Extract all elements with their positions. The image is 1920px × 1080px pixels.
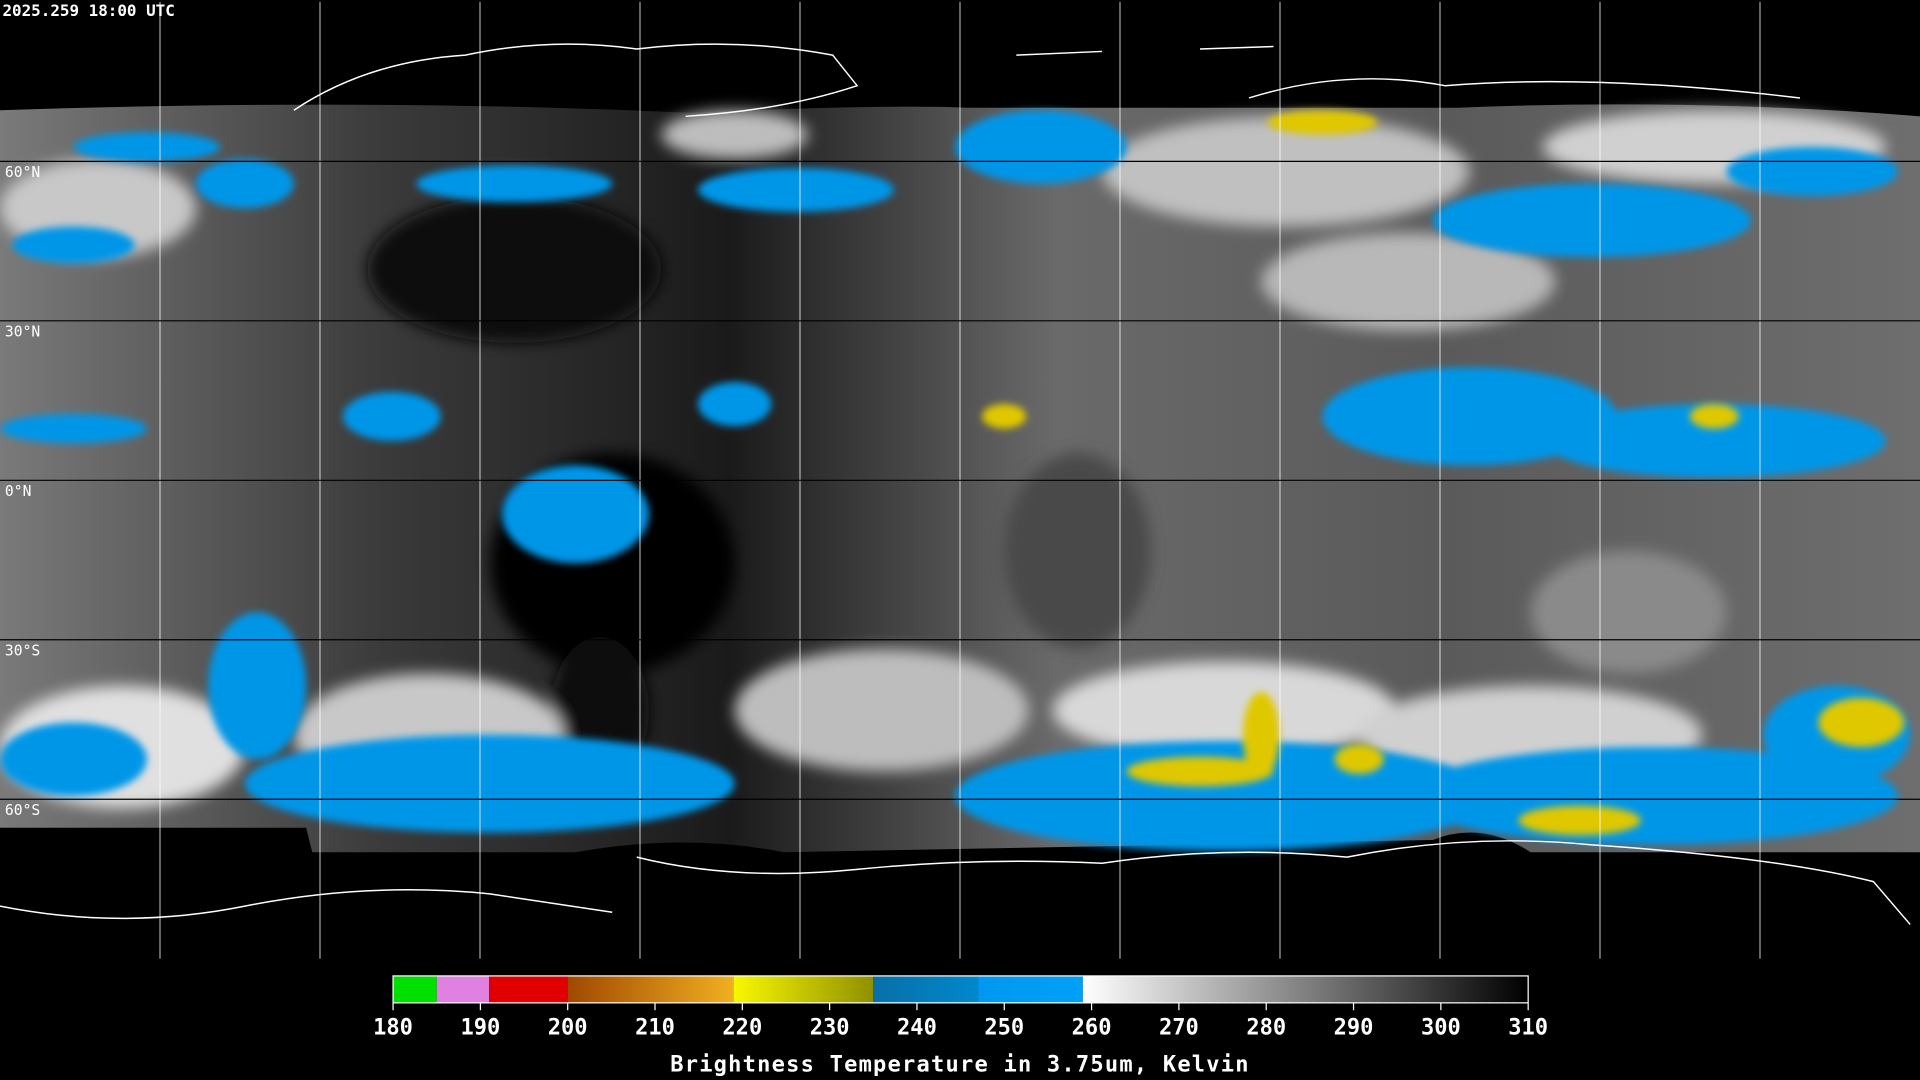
colorbar: 180 190 200 210 220 230 240 250 260 270 280 290 300 3…: [373, 975, 1548, 1041]
colorbar-tick-label: 250: [984, 1016, 1024, 1041]
colorbar-tick-label: 240: [897, 1016, 937, 1041]
colorbar-tick-label: 300: [1421, 1016, 1461, 1041]
latitude-label: 60°N: [5, 164, 40, 181]
colorbar-tick-label: 290: [1334, 1016, 1374, 1041]
colorbar-segment: [393, 975, 437, 1003]
colorbar-segment: [436, 975, 490, 1003]
colorbar-tick-label: 260: [1072, 1016, 1112, 1041]
colorbar-segment: [873, 975, 979, 1003]
colorbar-segment: [733, 975, 874, 1003]
latitude-label: 0°N: [5, 483, 32, 500]
colorbar-segment: [1082, 975, 1529, 1003]
colorbar-segment: [978, 975, 1083, 1003]
colorbar-tick-label: 190: [460, 1016, 500, 1041]
colorbar-segment: [489, 975, 568, 1003]
colorbar-tick-label: 310: [1508, 1016, 1548, 1041]
colorbar-title: Brightness Temperature in 3.75um, Kelvin: [670, 1052, 1250, 1077]
colorbar-segment: [567, 975, 734, 1003]
colorbar-tick-label: 220: [722, 1016, 762, 1041]
timestamp: 2025.259 18:00 UTC: [2, 1, 174, 20]
latitude-label: 30°N: [5, 324, 40, 341]
colorbar-tick-label: 280: [1246, 1016, 1286, 1041]
colorbar-tick-label: 180: [373, 1016, 413, 1041]
graticule: 60°N 30°N 0°N 30°S 60°S: [0, 1, 1920, 959]
colorbar-tick-label: 210: [635, 1016, 675, 1041]
latitude-label: 30°S: [5, 643, 40, 660]
colorbar-tick-label: 200: [548, 1016, 588, 1041]
colorbar-tick-label: 270: [1159, 1016, 1199, 1041]
colorbar-tick-label: 230: [810, 1016, 850, 1041]
colorbar-frame: [392, 975, 1529, 1004]
latitude-label: 60°S: [5, 802, 40, 819]
